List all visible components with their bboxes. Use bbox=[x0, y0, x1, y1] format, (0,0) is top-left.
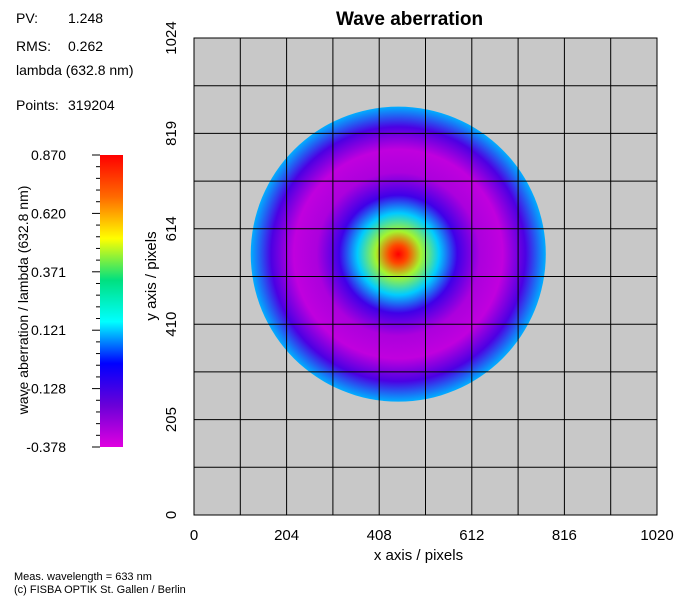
chart-title: Wave aberration bbox=[336, 9, 484, 30]
wavefront-heatmap bbox=[250, 106, 546, 402]
copyright-note: (c) FISBA OPTIK St. Gallen / Berlin bbox=[14, 584, 186, 596]
y-tick-label: 0 bbox=[163, 511, 180, 519]
pv-value: 1.248 bbox=[68, 10, 104, 26]
y-axis-label: y axis / pixels bbox=[143, 231, 160, 320]
colorbar-tick-label: 0.870 bbox=[31, 147, 66, 163]
x-tick-label: 0 bbox=[190, 527, 198, 544]
colorbar-tick-label: 0.371 bbox=[31, 264, 66, 280]
pv-label: PV: bbox=[16, 10, 39, 26]
rms-value: 0.262 bbox=[68, 38, 104, 54]
y-tick-label: 205 bbox=[163, 407, 180, 432]
x-tick-label: 612 bbox=[459, 527, 484, 544]
plot-frame bbox=[193, 37, 658, 516]
y-tick-label: 614 bbox=[163, 216, 180, 241]
x-tick-label: 204 bbox=[274, 527, 299, 544]
points-value: 319204 bbox=[68, 97, 115, 113]
colorbar-tick-label: 0.620 bbox=[31, 205, 66, 221]
y-tick-label: 819 bbox=[163, 121, 180, 146]
colorbar-tick-label: 0.121 bbox=[31, 322, 66, 338]
y-tick-label: 1024 bbox=[163, 21, 180, 54]
x-tick-label: 408 bbox=[367, 527, 392, 544]
y-tick-label: 410 bbox=[163, 312, 180, 337]
rms-label: RMS: bbox=[16, 38, 51, 54]
colorbar bbox=[100, 155, 123, 447]
unit-label: lambda (632.8 nm) bbox=[16, 62, 134, 78]
x-tick-label: 816 bbox=[552, 527, 577, 544]
x-tick-label: 1020 bbox=[640, 527, 673, 544]
points-label: Points: bbox=[16, 97, 59, 113]
colorbar-tick-label: -0.128 bbox=[26, 381, 66, 397]
x-axis-label: x axis / pixels bbox=[374, 547, 463, 564]
wavelength-note: Meas. wavelength = 633 nm bbox=[14, 571, 152, 583]
colorbar-label: wave aberration / lambda (632.8 nm) bbox=[15, 186, 31, 416]
colorbar-tick-label: -0.378 bbox=[26, 439, 66, 455]
